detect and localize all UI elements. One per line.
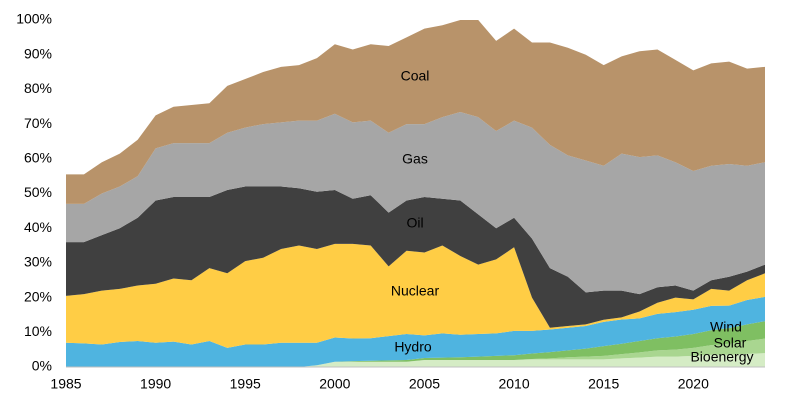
x-tick-label: 1995: [230, 376, 261, 392]
series-label: Gas: [402, 151, 428, 167]
x-tick-label: 2000: [319, 376, 350, 392]
series-label: Nuclear: [391, 283, 440, 299]
area: [66, 111, 765, 295]
x-tick-label: 1985: [50, 376, 81, 392]
area: [66, 321, 765, 367]
x-tick-label: 2020: [678, 376, 709, 392]
x-tick-label: 2015: [588, 376, 619, 392]
x-tick-label: 2005: [409, 376, 440, 392]
y-tick-label: 50%: [24, 184, 52, 200]
series-label: Solar: [714, 335, 747, 351]
series-label: Oil: [406, 215, 423, 231]
y-tick-label: 80%: [24, 80, 52, 96]
y-tick-label: 20%: [24, 288, 52, 304]
series-label: Hydro: [394, 339, 432, 355]
y-tick-label: 90%: [24, 45, 52, 61]
y-tick-label: 0%: [32, 358, 52, 374]
y-tick-label: 100%: [16, 11, 52, 27]
area: [66, 186, 765, 328]
y-tick-label: 60%: [24, 150, 52, 166]
series-label: Bioenergy: [690, 349, 753, 365]
area: [66, 296, 765, 367]
y-tick-label: 30%: [24, 254, 52, 270]
series-label: Coal: [401, 68, 430, 84]
area: [66, 20, 765, 204]
series-label: Wind: [710, 319, 742, 335]
y-tick-label: 10%: [24, 323, 52, 339]
x-tick-label: 2010: [498, 376, 529, 392]
x-tick-label: 1990: [140, 376, 171, 392]
area: [66, 243, 765, 348]
y-tick-label: 70%: [24, 115, 52, 131]
y-tick-label: 40%: [24, 219, 52, 235]
area: [66, 353, 765, 367]
